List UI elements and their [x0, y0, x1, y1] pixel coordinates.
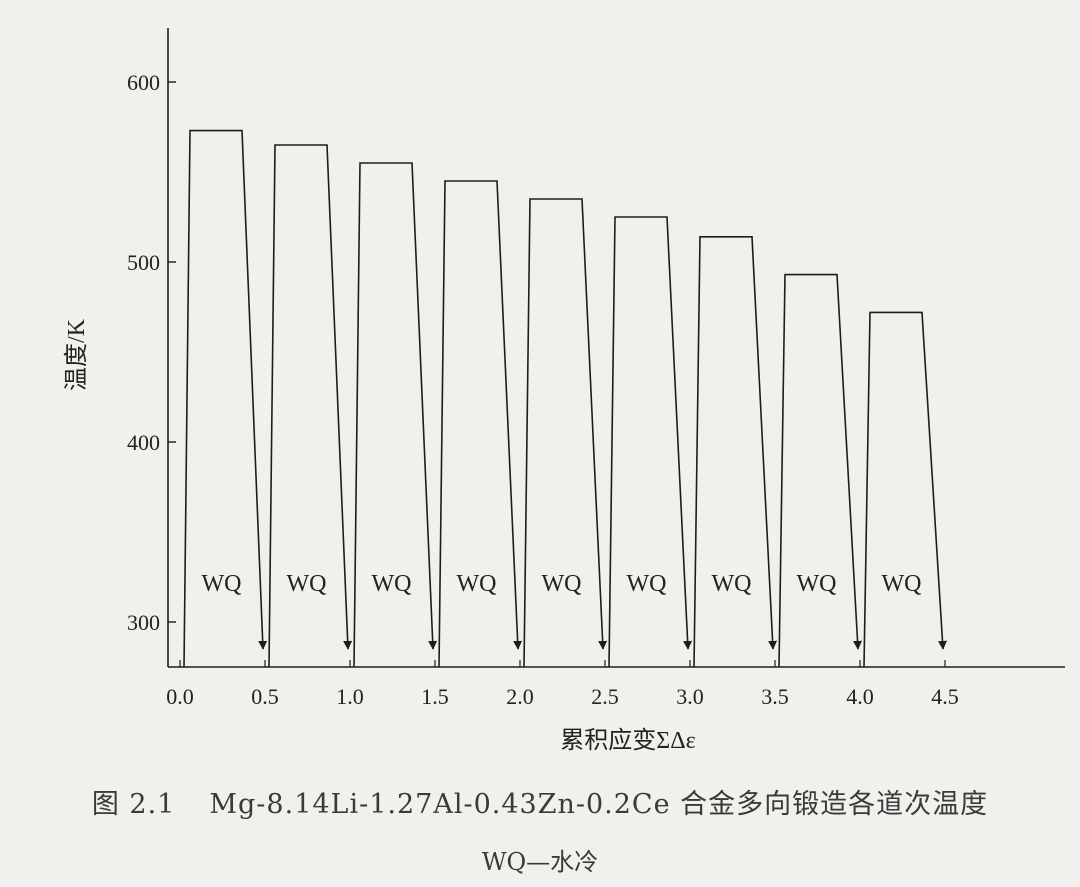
pass-7: WQ — [693, 236, 778, 668]
x-tick-label-3: 1.5 — [421, 684, 449, 709]
pass-5: WQ — [523, 198, 608, 668]
y-tick-label-2: 500 — [127, 250, 160, 275]
wq-label-2: WQ — [287, 571, 327, 597]
x-tick-label-9: 4.5 — [931, 684, 959, 709]
temperature-chart: 300 400 500 600 0.0 0.5 1.0 1.5 2.0 2.5 3.0 3.5 4.0 4… — [63, 28, 1065, 754]
y-tick-label-3: 600 — [127, 70, 160, 95]
pass-2: WQ — [268, 144, 353, 668]
pass-trace-8 — [778, 273, 863, 668]
wq-label-7: WQ — [712, 571, 752, 597]
wq-label-4: WQ — [457, 571, 497, 597]
wq-label-5: WQ — [542, 571, 582, 597]
pass-1: WQ — [183, 129, 268, 668]
pass-trace-6 — [608, 216, 693, 668]
pass-3: WQ — [353, 162, 438, 668]
x-tick-label-7: 3.5 — [761, 684, 789, 709]
x-axis-title: 累积应变ΣΔε — [560, 727, 695, 754]
pass-trace-5 — [523, 198, 608, 668]
axes — [167, 28, 1065, 668]
x-tick-label-5: 2.5 — [591, 684, 619, 709]
x-tick-label-6: 3.0 — [676, 684, 704, 709]
wq-label-1: WQ — [202, 571, 242, 597]
pass-trace-2 — [268, 144, 353, 668]
pass-trace-1 — [183, 129, 268, 668]
x-tick-label-0: 0.0 — [166, 684, 194, 709]
pass-trace-3 — [353, 162, 438, 668]
wq-label-3: WQ — [372, 571, 412, 597]
caption-number: 图 2.1 — [91, 789, 176, 820]
pass-trace-7 — [693, 236, 778, 668]
x-tick-label-8: 4.0 — [846, 684, 874, 709]
ticks: 300 400 500 600 0.0 0.5 1.0 1.5 2.0 2.5 3.0 3.5 4.0 4… — [127, 70, 959, 709]
x-tick-label-1: 0.5 — [251, 684, 279, 709]
wq-label-6: WQ — [627, 571, 667, 597]
figure-caption: 图 2.1 Mg-8.14Li-1.27Al-0.43Zn-0.2Ce 合金多向锻… — [0, 782, 1080, 821]
caption-title: Mg-8.14Li-1.27Al-0.43Zn-0.2Ce 合金多向锻造各道次温… — [209, 789, 989, 820]
wq-label-8: WQ — [797, 571, 837, 597]
pass-4: WQ — [438, 180, 523, 668]
y-axis-title: 温度/K — [63, 318, 90, 391]
pass-trace-4 — [438, 180, 523, 668]
x-tick-label-4: 2.0 — [506, 684, 534, 709]
pass-traces: WQ WQ WQ WQ WQ WQ WQ WQ WQ — [183, 129, 947, 668]
wq-label-9: WQ — [882, 571, 922, 597]
pass-6: WQ — [608, 216, 693, 668]
y-tick-label-0: 300 — [127, 610, 160, 635]
x-tick-label-2: 1.0 — [336, 684, 364, 709]
y-tick-label-1: 400 — [127, 430, 160, 455]
pass-9: WQ — [863, 311, 947, 668]
pass-trace-9 — [863, 311, 947, 668]
pass-8: WQ — [778, 273, 863, 668]
caption-note: WQ—水冷 — [481, 848, 599, 876]
